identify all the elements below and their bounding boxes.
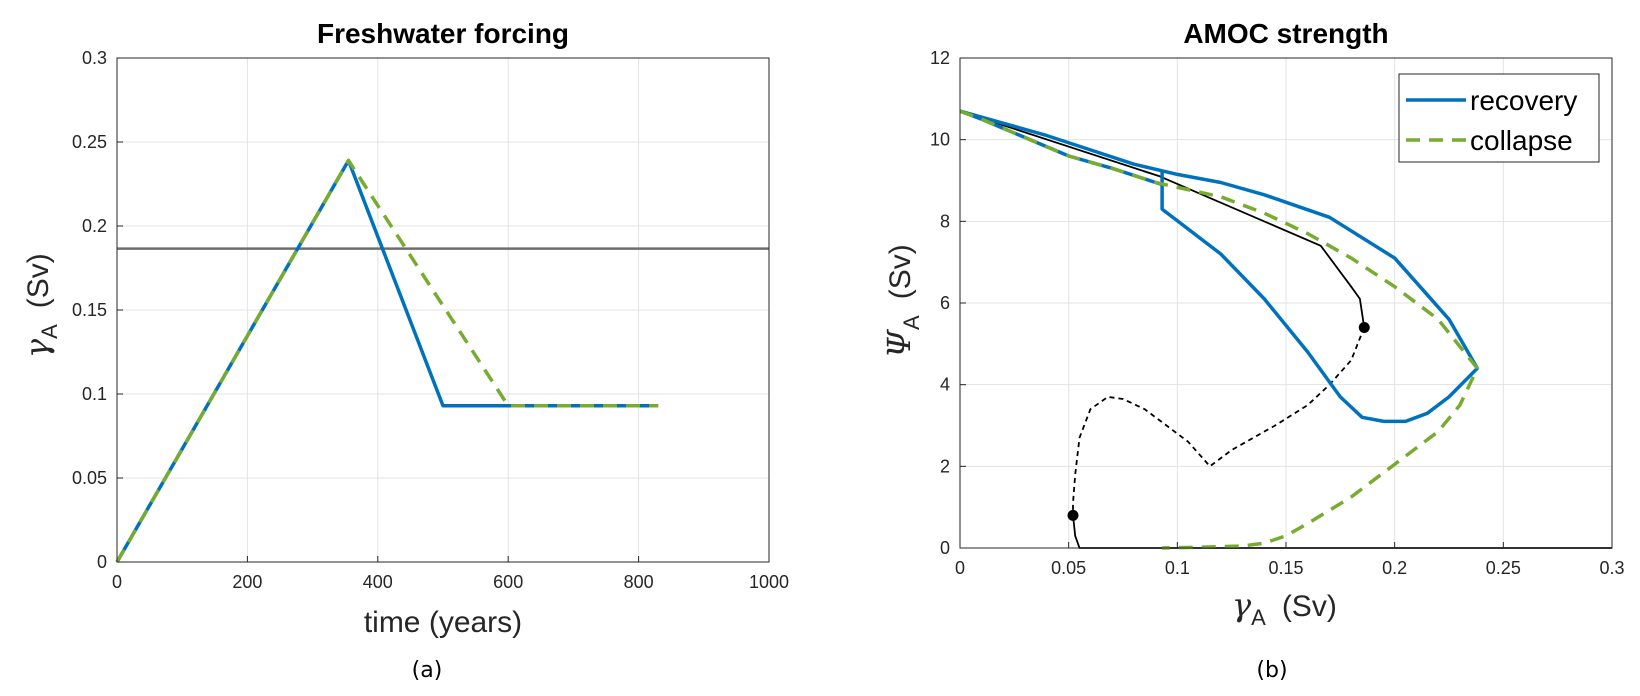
x-tick-label: 0.1 xyxy=(1165,558,1190,578)
y-tick-label: 0.05 xyxy=(72,468,107,488)
y-axis-label: ΨA (Sv) xyxy=(880,244,924,358)
y-tick-label: 2 xyxy=(940,456,950,476)
x-axis-unit: (Sv) xyxy=(1282,590,1337,623)
y-tick-label: 12 xyxy=(930,48,950,68)
x-tick-label: 0.05 xyxy=(1051,558,1086,578)
y-tick-label: 8 xyxy=(940,211,950,231)
branch-stable-line xyxy=(959,110,1366,328)
x-tick-label: 0.25 xyxy=(1486,558,1521,578)
series-group xyxy=(115,158,769,563)
series-collapse xyxy=(959,109,1480,550)
y-tick-label: 0 xyxy=(940,538,950,558)
x-tick-label: 0 xyxy=(112,572,122,592)
x-tick-label: 1000 xyxy=(749,572,789,592)
subcaption: (a) xyxy=(412,658,443,683)
grid xyxy=(116,57,770,563)
x-axis-symbol: γ xyxy=(1232,586,1252,624)
branch-stable-line xyxy=(1072,515,1612,549)
chart-title: Freshwater forcing xyxy=(317,18,569,49)
legend-collapse-label: collapse xyxy=(1470,125,1573,156)
x-tick-label: 0.3 xyxy=(1599,558,1624,578)
x-axis-label: γA (Sv) xyxy=(1232,586,1337,630)
y-axis-symbol: Ψ xyxy=(880,328,918,358)
x-tick-label: 0.2 xyxy=(1382,558,1407,578)
y-tick-label: 4 xyxy=(940,375,950,395)
bifurcation-point-marker xyxy=(1067,509,1079,521)
y-tick-label: 0.1 xyxy=(82,384,107,404)
ticks: 0 0.05 0.1 0.15 0.2 0.25 0.3 0 2 4 6 8 10 12 xyxy=(930,48,1625,578)
y-axis-subscript: A xyxy=(899,315,924,330)
svg-text:ΨA(Sv): ΨA (Sv) xyxy=(880,244,924,358)
branch-unstable-line xyxy=(1072,327,1366,516)
x-axis-label: time (years) xyxy=(364,606,522,639)
svg-text:γA(Sv): γA (Sv) xyxy=(1232,586,1337,630)
x-axis-subscript: A xyxy=(1251,605,1266,630)
amoc-strength-panel: AMOC strength 0 0.05 0.1 0.15 0.2 0.25 0.3 0 2 4 6… xyxy=(880,18,1625,683)
branch-unstable-line xyxy=(115,158,659,563)
y-tick-label: 0.15 xyxy=(72,300,107,320)
x-tick-label: 800 xyxy=(624,572,654,592)
legend-box xyxy=(1398,73,1600,163)
x-tick-label: 0 xyxy=(955,558,965,578)
y-axis-label: γA (Sv) xyxy=(18,253,62,358)
subcaption: (b) xyxy=(1256,658,1287,683)
svg-text:γA(Sv): γA (Sv) xyxy=(18,253,62,358)
y-axis-unit: (Sv) xyxy=(884,244,917,299)
freshwater-forcing-panel: Freshwater forcing 0 200 400 600 800 1000 0 0.0… xyxy=(18,18,789,683)
x-tick-label: 400 xyxy=(363,572,393,592)
ticks: 0 200 400 600 800 1000 0 0.05 0.1 0.15 0.2 0.25 0.3 xyxy=(72,48,789,592)
y-tick-label: 10 xyxy=(930,130,950,150)
y-tick-label: 6 xyxy=(940,293,950,313)
y-tick-label: 0.25 xyxy=(72,132,107,152)
series-group xyxy=(959,109,1612,550)
x-tick-label: 600 xyxy=(493,572,523,592)
y-tick-label: 0 xyxy=(97,552,107,572)
y-axis-subscript: A xyxy=(37,324,62,339)
x-tick-label: 0.15 xyxy=(1268,558,1303,578)
chart-title: AMOC strength xyxy=(1183,18,1388,49)
y-axis-symbol: γ xyxy=(18,338,56,358)
y-tick-label: 0.3 xyxy=(82,48,107,68)
x-tick-label: 200 xyxy=(232,572,262,592)
legend-recovery-label: recovery xyxy=(1470,85,1577,116)
legend: recovery collapse xyxy=(1398,73,1600,163)
bifurcation-point-marker xyxy=(1358,322,1370,333)
y-tick-label: 0.2 xyxy=(82,216,107,236)
y-axis-unit: (Sv) xyxy=(22,253,55,308)
